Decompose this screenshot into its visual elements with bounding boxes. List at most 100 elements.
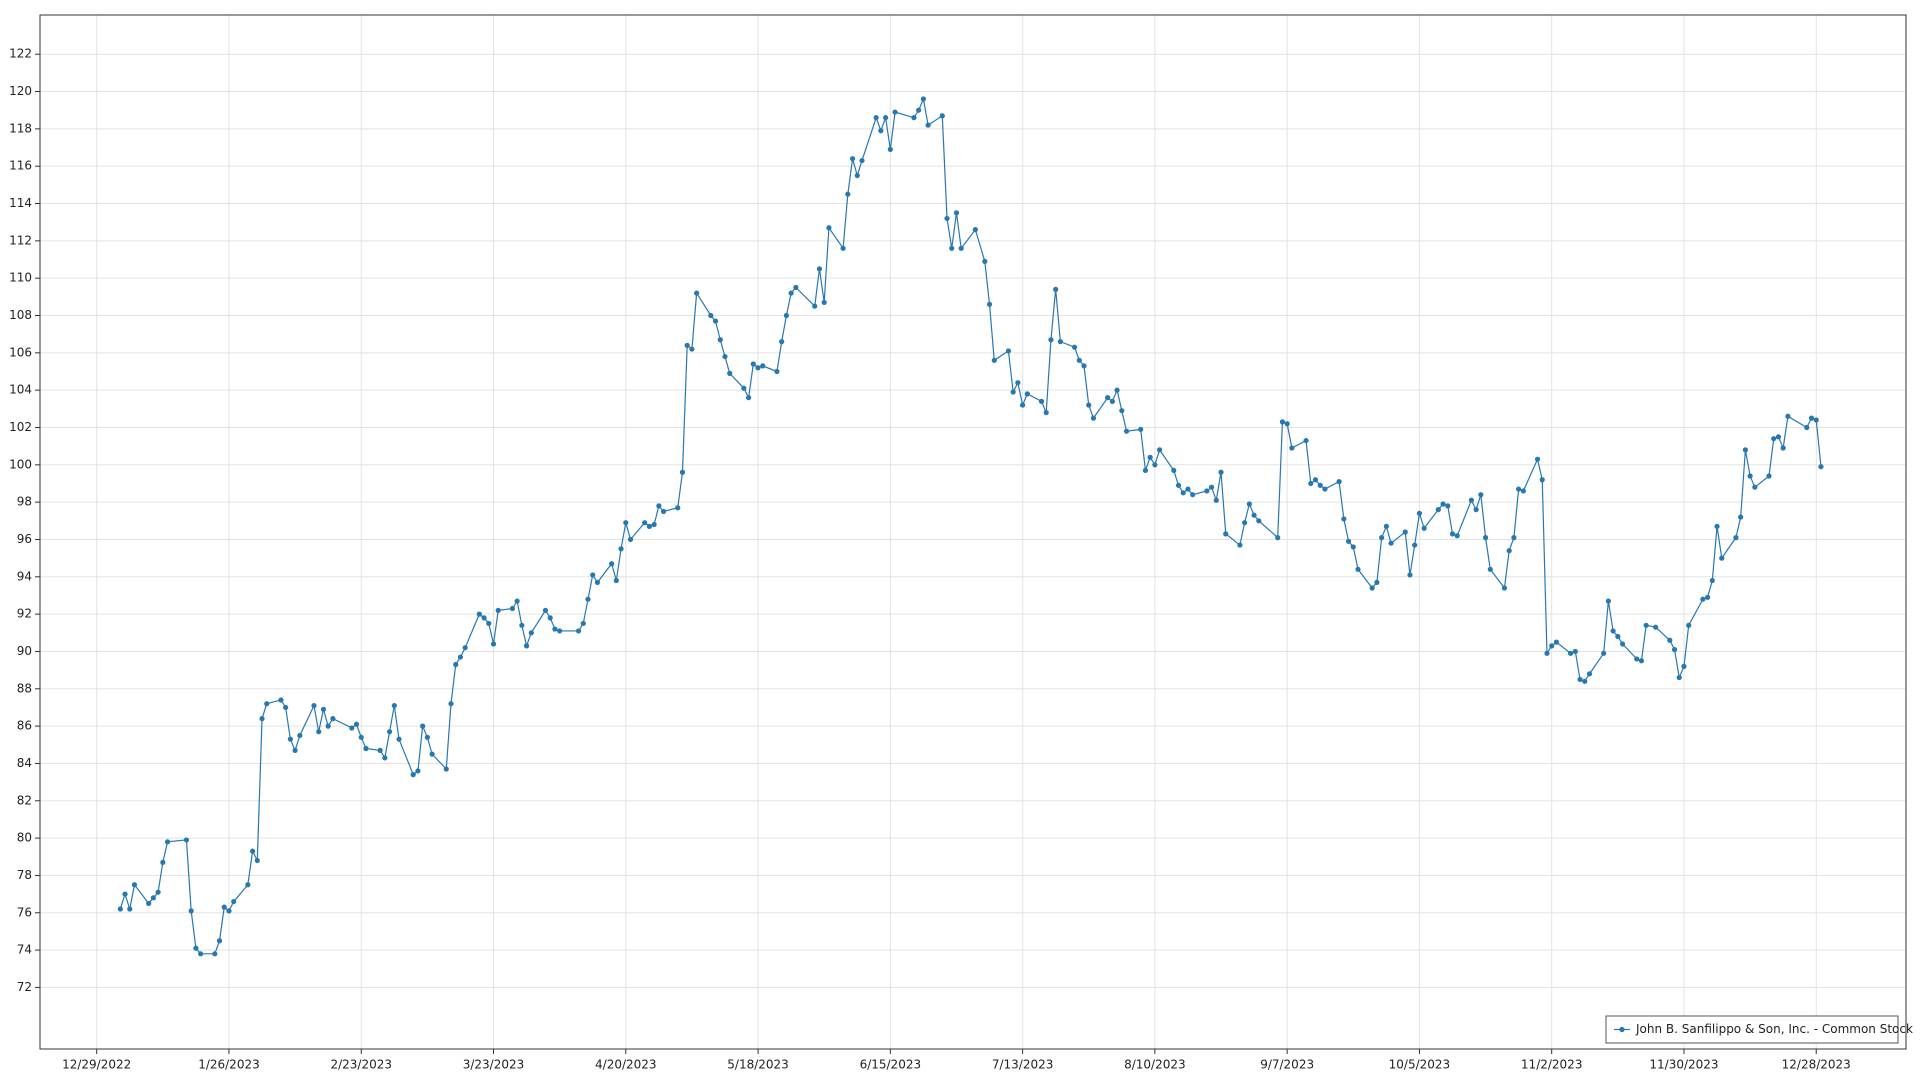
data-point (618, 546, 624, 552)
data-point (1237, 542, 1243, 548)
data-point (127, 906, 133, 912)
data-point (249, 848, 256, 854)
data-point (883, 115, 889, 121)
data-point (1468, 497, 1474, 503)
data-point (1048, 337, 1054, 343)
data-point (330, 716, 336, 722)
plot-area (40, 15, 1906, 1049)
data-point (892, 109, 898, 115)
data-point (1289, 445, 1295, 451)
data-point (920, 96, 926, 102)
y-tick-label: 90 (17, 644, 32, 658)
data-point (1539, 477, 1545, 483)
data-point (774, 368, 780, 375)
data-point (1520, 488, 1526, 494)
y-tick-label: 96 (17, 532, 32, 546)
data-point (991, 357, 997, 363)
series-line (119, 96, 1822, 955)
data-point (854, 172, 860, 179)
x-tick-label: 12/29/2022 (62, 1058, 131, 1072)
data-point (1256, 518, 1262, 524)
data-point (1449, 531, 1456, 537)
y-tick-label: 98 (17, 495, 32, 509)
data-point (212, 951, 218, 957)
data-point (812, 303, 818, 309)
x-tick-label: 10/5/2023 (1389, 1058, 1451, 1072)
data-point (1020, 402, 1026, 408)
data-point (386, 729, 393, 735)
data-point (519, 622, 525, 628)
data-point (1506, 548, 1512, 554)
data-point (878, 128, 884, 134)
data-point (542, 607, 549, 613)
data-point (585, 596, 591, 602)
data-point (1175, 482, 1182, 488)
data-point (278, 697, 284, 703)
data-point (320, 706, 327, 712)
data-point (160, 859, 166, 865)
legend-box (1605, 1015, 1899, 1044)
data-point (221, 904, 227, 910)
y-tick-label: 106 (9, 345, 32, 359)
data-point (1242, 520, 1248, 526)
data-point (916, 107, 922, 113)
data-point (1190, 492, 1196, 498)
data-point (1719, 555, 1725, 561)
data-point (443, 766, 449, 772)
data-point (353, 721, 360, 727)
data-point (226, 908, 232, 914)
data-point (1473, 507, 1479, 513)
data-point (755, 365, 761, 371)
data-point (925, 122, 931, 128)
data-point (557, 628, 563, 634)
data-point (1341, 516, 1347, 522)
data-point (1487, 566, 1493, 572)
y-tick-label: 104 (9, 383, 32, 397)
data-point (349, 725, 355, 731)
data-point (231, 898, 237, 905)
x-tick-label: 1/26/2023 (198, 1058, 260, 1072)
y-tick-label: 122 (9, 47, 32, 61)
data-point (793, 284, 799, 291)
data-point (1549, 643, 1555, 649)
data-point (457, 654, 464, 660)
data-point (1775, 434, 1782, 440)
data-point (1454, 533, 1460, 539)
data-point (1586, 671, 1593, 677)
data-point (382, 755, 388, 761)
y-tick-label: 74 (17, 943, 32, 957)
data-point (1171, 467, 1177, 474)
data-point (1747, 473, 1753, 479)
data-point (453, 661, 459, 668)
data-point (131, 882, 138, 888)
data-point (1005, 348, 1012, 354)
data-point (750, 361, 756, 367)
data-point (873, 115, 879, 121)
x-tick-label: 2/23/2023 (330, 1058, 392, 1072)
data-point (982, 258, 988, 264)
data-point (1147, 454, 1153, 460)
data-point (358, 734, 364, 740)
data-point (193, 945, 199, 951)
data-point (1379, 534, 1385, 541)
data-point (1667, 637, 1673, 643)
data-point (1322, 486, 1328, 492)
data-point (1317, 482, 1323, 488)
y-tick-label: 114 (9, 196, 32, 210)
data-point (660, 508, 667, 515)
y-tick-label: 78 (17, 868, 32, 882)
legend-label: John B. Sanfilippo & Son, Inc. - Common … (1635, 1022, 1913, 1036)
data-point (949, 245, 955, 251)
y-tick-label: 118 (9, 121, 32, 135)
y-tick-label: 82 (17, 793, 32, 807)
data-point (746, 395, 752, 401)
data-point (1605, 598, 1611, 604)
data-point (1223, 531, 1229, 537)
data-point (1388, 540, 1394, 546)
y-tick-label: 110 (9, 271, 32, 285)
data-point (1071, 344, 1078, 350)
data-point (1208, 484, 1215, 490)
data-point (972, 227, 978, 233)
data-point (117, 906, 123, 912)
